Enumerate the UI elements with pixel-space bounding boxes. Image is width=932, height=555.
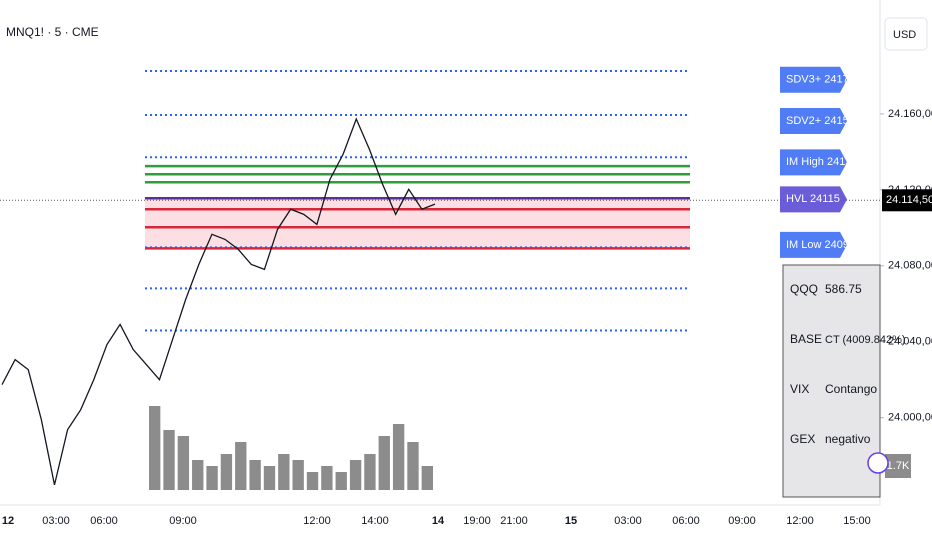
volume-label-box — [885, 454, 911, 478]
volume-bar — [149, 406, 161, 490]
last-price-label: 24.114,50 — [886, 194, 932, 206]
level-tag — [780, 186, 847, 213]
scroll-button[interactable] — [867, 452, 889, 474]
volume-bar — [220, 454, 233, 490]
x-tick-label: 12 — [2, 515, 14, 527]
volume-bar — [392, 424, 405, 490]
x-tick-label: 15:00 — [843, 515, 871, 527]
x-tick-label: 03:00 — [42, 515, 70, 527]
volume-bar — [177, 436, 190, 490]
level-tag — [780, 66, 847, 93]
currency: USD — [893, 29, 916, 41]
level-label: IM High 24134.5 — [786, 156, 867, 168]
x-tick-label: 14 — [432, 515, 445, 527]
volume-bar — [206, 466, 218, 490]
y-tick-label: 24.040,00 — [888, 336, 932, 348]
volume-bar — [235, 442, 247, 490]
table-cell: BASE — [790, 332, 822, 346]
volume-bar — [306, 472, 319, 490]
price-line — [1, 117, 436, 486]
zone — [145, 198, 690, 249]
volume-bar — [349, 460, 362, 490]
table-cell: GEX — [790, 432, 815, 446]
x-tick-label: 15 — [565, 515, 577, 527]
x-tick-label: 14:00 — [361, 515, 389, 527]
x-tick-label: 19:00 — [463, 515, 491, 527]
currency-box[interactable] — [884, 17, 928, 51]
info-table: QQQ 586.75 BASE CT (4009.842%) VIX Contango GE… — [782, 264, 906, 498]
x-tick-label: 12:00 — [303, 515, 331, 527]
volume-bar — [263, 466, 276, 490]
x-tick-label: 09:00 — [169, 515, 197, 527]
table-cell: CT (4009.842%) — [825, 334, 906, 346]
level-tag — [780, 149, 847, 176]
level-label: SDV2+ 24156.25 — [786, 115, 870, 127]
volume-bar — [278, 454, 290, 490]
volume-bar — [335, 472, 347, 490]
last-price-box — [882, 189, 932, 212]
y-tick-label: 24.160,00 — [888, 108, 932, 120]
table-cell: 586.75 — [825, 282, 862, 296]
x-tick-label: 06:00 — [672, 515, 700, 527]
symbol: MNQ1! · 5 · CME — [6, 25, 99, 39]
level-label: SDV3+ 24178 — [786, 74, 855, 86]
table-cell: VIX — [790, 382, 809, 396]
level-tag — [780, 108, 847, 135]
level-label: IM Low 24091 — [786, 239, 855, 251]
level-label: HVL 24115 — [786, 193, 840, 205]
table-cell: negativo — [825, 432, 871, 446]
table-cell: Contango — [825, 382, 877, 396]
table-bg — [782, 264, 881, 498]
volume-bar — [163, 430, 175, 490]
volume-bar — [378, 436, 390, 490]
y-tick-label: 24.080,00 — [888, 260, 932, 272]
x-tick-label: 03:00 — [614, 515, 642, 527]
x-tick-label: 06:00 — [90, 515, 118, 527]
volume-bar — [407, 442, 419, 490]
x-tick-label: 09:00 — [728, 515, 756, 527]
x-tick-label: 12:00 — [786, 515, 814, 527]
x-tick-label: 21:00 — [500, 515, 528, 527]
y-tick-label: 24.000,00 — [888, 412, 932, 424]
table-cell: QQQ — [790, 282, 818, 296]
volume-bar — [292, 460, 304, 490]
volume-bar — [249, 460, 261, 490]
volume-label: 1.7K — [887, 460, 910, 472]
volume-bar — [421, 466, 433, 490]
volume-bar — [321, 466, 333, 490]
volume-bar — [192, 460, 204, 490]
volume-bar — [364, 454, 376, 490]
level-tag — [780, 231, 847, 258]
